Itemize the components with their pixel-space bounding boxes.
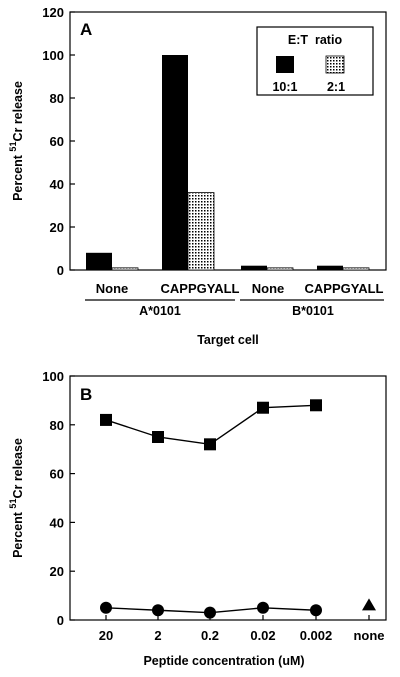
y-tick-label: 0 [57,613,64,628]
panel-a-legend: E:T ratio 10:1 2:1 [256,26,374,96]
y-tick-label: 100 [42,369,64,384]
x-category-label: CAPPGYALL [305,281,384,296]
triangle-marker [362,598,376,611]
circle-marker [310,604,322,617]
panel-a-x-categories: None CAPPGYALL None CAPPGYALL [96,281,384,296]
panel-a-x-axis-label: Target cell [197,333,259,347]
legend-swatch-10-1 [276,56,294,73]
y-tick-label: 0 [57,263,64,278]
legend-title: E:T ratio [288,33,343,47]
panel-a-label: A [80,20,92,39]
x-tick-label: 20 [99,628,113,643]
panel-a-y-axis-label: Percent 51Cr release [8,81,25,201]
x-tick-label: 2 [154,628,161,643]
y-tick-label: 40 [50,515,64,530]
panel-b-line-chart: B 0 20 40 60 80 100 20 2 0.2 0.02 0.002 none Perce… [8,369,387,668]
panel-b-y-ticks: 0 20 40 60 80 100 [42,369,75,628]
group-b0101-label: B*0101 [292,304,334,318]
bar-10-1-3 [317,265,343,270]
panel-b-series [100,399,376,619]
panel-b-x-axis-label: Peptide concentration (uM) [143,654,304,668]
square-marker [204,438,216,451]
square-marker [310,399,322,412]
x-tick-label: none [353,628,384,643]
panel-a-bars [86,55,370,271]
circle-marker [100,601,112,614]
x-category-label: CAPPGYALL [161,281,240,296]
x-category-label: None [96,281,129,296]
circle-marker [257,601,269,614]
bar-2-1-2 [266,267,294,271]
bar-2-1-3 [342,267,370,271]
circle-marker [204,606,216,619]
square-marker [100,413,112,426]
legend-box [256,26,374,96]
bar-10-1-2 [241,265,267,270]
bar-10-1-0 [86,252,112,270]
legend-label-2-1: 2:1 [327,80,345,94]
y-tick-label: 80 [50,418,64,433]
bar-2-1-1 [187,192,215,271]
y-tick-label: 40 [50,177,64,192]
panel-a-y-ticks: 0 20 40 60 80 100 120 [42,5,75,278]
panel-b-y-axis-label: Percent 51Cr release [8,438,25,558]
square-marker [257,401,269,414]
x-tick-label: 0.002 [300,628,333,643]
y-tick-label: 60 [50,467,64,482]
x-tick-label: 0.02 [250,628,275,643]
x-category-label: None [252,281,285,296]
bar-2-1-0 [111,267,139,271]
y-tick-label: 20 [50,220,64,235]
panel-b-frame [69,375,387,621]
square-marker [152,431,164,443]
y-tick-label: 80 [50,91,64,106]
legend-swatch-2-1 [325,55,345,74]
y-tick-label: 120 [42,5,64,20]
bar-10-1-1 [162,55,188,270]
y-tick-label: 100 [42,48,64,63]
panel-b-label: B [80,385,92,404]
x-tick-label: 0.2 [201,628,219,643]
legend-label-10-1: 10:1 [272,80,297,94]
y-tick-label: 60 [50,134,64,149]
panel-a-bar-chart: A 0 20 40 60 80 100 120 None CAPPGYALL None CAPPG… [8,5,387,347]
y-tick-label: 20 [50,564,64,579]
circle-marker [152,604,164,617]
group-a0101-label: A*0101 [139,304,181,318]
panel-b-x-ticks: 20 2 0.2 0.02 0.002 none [99,615,385,643]
